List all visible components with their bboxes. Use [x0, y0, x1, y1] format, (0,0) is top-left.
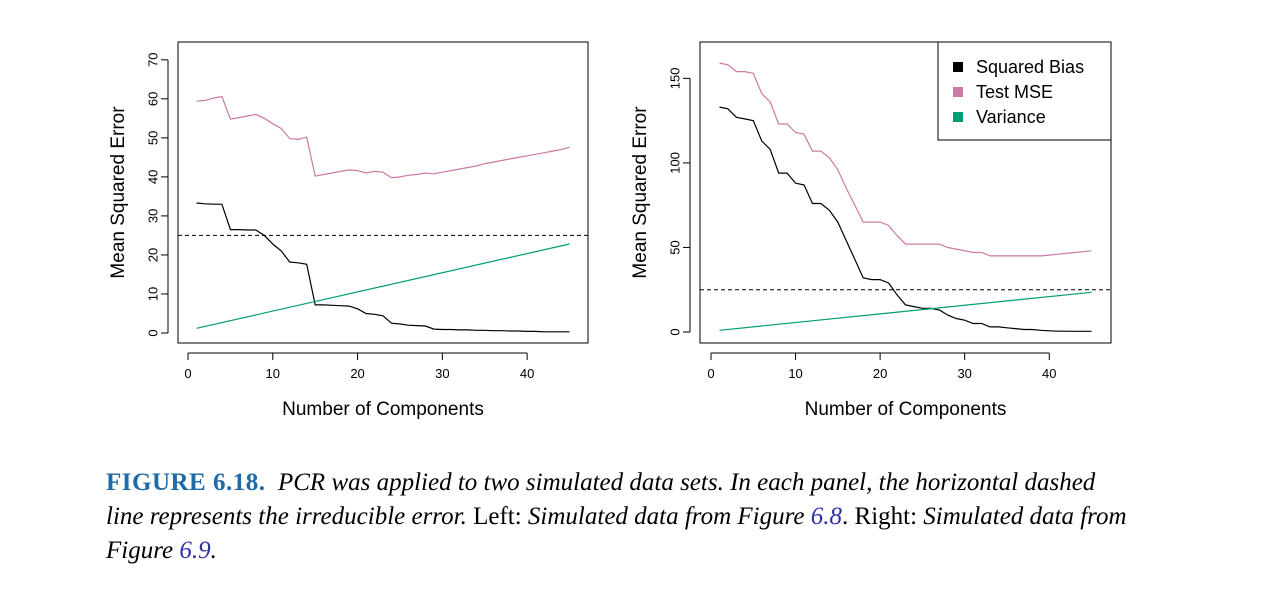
x-tick-label: 20	[873, 366, 887, 381]
y-tick-label: 60	[145, 92, 160, 106]
figure-label: FIGURE 6.18.	[106, 469, 266, 496]
variance-line	[196, 243, 570, 329]
legend-label: Test MSE	[976, 82, 1053, 102]
x-tick-label: 10	[788, 366, 802, 381]
x-tick-label: 30	[957, 366, 971, 381]
y-tick-label: 70	[145, 53, 160, 67]
legend-box	[937, 41, 1112, 141]
plot-frame	[177, 41, 589, 344]
y-tick-label: 0	[667, 328, 682, 335]
y-tick-label: 50	[145, 131, 160, 145]
y-tick-label: 100	[667, 152, 682, 174]
legend-swatch	[953, 112, 963, 122]
x-tick-label: 40	[1042, 366, 1056, 381]
legend-label: Squared Bias	[976, 57, 1084, 77]
x-tick-label: 0	[184, 366, 191, 381]
y-tick-label: 40	[145, 170, 160, 184]
figure-ref-right[interactable]: 6.9	[179, 537, 211, 564]
x-tick-label: 20	[350, 366, 364, 381]
y-axis-title: Mean Squared Error	[630, 106, 651, 279]
caption-right-label: Right:	[854, 503, 918, 530]
y-tick-label: 0	[145, 329, 160, 336]
legend-swatch	[953, 62, 963, 72]
legend-label: Variance	[976, 107, 1046, 127]
y-tick-label: 30	[145, 209, 160, 223]
caption-text: PCR was applied to two simulated data se…	[106, 469, 1096, 530]
caption-left-label: Left:	[473, 503, 522, 530]
x-axis-title: Number of Components	[282, 399, 484, 420]
caption-left-text: Simulated data from Figure	[527, 503, 805, 530]
y-tick-label: 10	[145, 287, 160, 301]
test-mse-line	[719, 62, 1092, 257]
squared-bias-line	[196, 202, 570, 333]
plot-frame	[699, 41, 1112, 344]
test-mse-line	[196, 95, 570, 179]
squared-bias-line	[719, 106, 1092, 332]
x-tick-label: 0	[707, 366, 714, 381]
chart-panel-right: 0 10 20 30 40 0 50 100 150 Number of Components Me…	[630, 41, 1112, 420]
x-tick-label: 10	[266, 366, 280, 381]
y-axis-title: Mean Squared Error	[108, 106, 129, 279]
x-tick-label: 40	[520, 366, 534, 381]
chart-panel-left: 0 10 20 30 40 0 10 20 30 40 50 60 70 Number of Compon…	[108, 41, 589, 420]
figure-ref-left[interactable]: 6.8	[810, 503, 843, 530]
figure-caption: FIGURE 6.18. PCR was applied to two simu…	[106, 469, 1127, 564]
legend-swatch	[953, 87, 963, 97]
x-axis-title: Number of Components	[805, 399, 1007, 420]
variance-line	[719, 291, 1092, 331]
caption-right-text: Simulated data from Figure	[106, 503, 1127, 564]
y-tick-label: 150	[667, 68, 682, 90]
y-tick-label: 50	[667, 240, 682, 254]
legend: Squared Bias Test MSE Variance	[937, 41, 1112, 141]
x-tick-label: 30	[435, 366, 449, 381]
y-tick-label: 20	[145, 248, 160, 262]
